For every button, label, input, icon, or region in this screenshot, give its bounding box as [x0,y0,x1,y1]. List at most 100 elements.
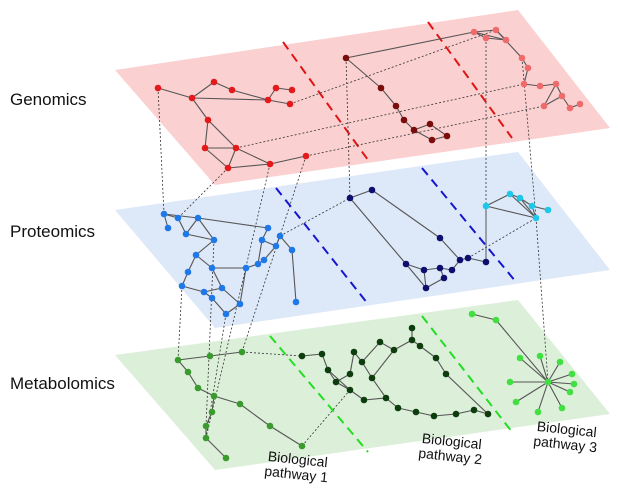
metabolomics-node-m7 [208,408,216,416]
pathway-divider-1 [282,41,369,161]
metabolomics-node-m26 [432,354,440,362]
inter-layer-links [157,29,549,447]
edge-65 [221,287,241,305]
metabolomics-label: Metabolomics [10,374,115,393]
dotted-link-8 [301,389,351,447]
genomics-node-g19 [410,126,418,134]
metabolomics-node-m22 [390,346,398,354]
edge-1 [157,87,193,99]
proteomics-node-p8 [208,264,216,272]
genomics-node-g7 [288,86,296,94]
proteomics-node-p34 [482,258,490,266]
metabolomics-node-m9 [202,434,210,442]
pathway-divider-6 [421,315,513,433]
edge-105 [209,351,243,357]
metabolomics-node-m12 [266,422,274,430]
metabolomics-node-m29 [382,394,390,402]
edge-9 [204,119,209,149]
metabolomics-node-m5 [194,384,202,392]
edge-7 [267,99,291,105]
genomics-node-g9 [204,116,212,124]
genomics-node-g25 [502,36,510,44]
proteomics-node-p10 [178,282,186,290]
edge-2 [191,81,215,99]
metabolomics-node-m49 [506,378,514,386]
genomics-node-g13 [266,160,274,168]
genomics-node-g2 [188,94,196,102]
genomics-node-g14 [302,152,310,160]
edge-103 [269,425,303,447]
dotted-link-6 [467,217,537,259]
metabolomics-node-m18 [346,370,354,378]
proteomics-node-p26 [368,186,376,194]
genomics-node-g5 [264,96,272,104]
dotted-link-2 [305,105,545,157]
edge-139 [547,381,571,393]
metabolomics-node-m28 [368,374,376,382]
dotted-link-3 [235,83,525,149]
edge-100 [205,437,227,459]
metabolomics-node-m30 [394,404,402,412]
edge-73 [349,197,407,265]
proteomics-node-p37 [506,190,514,198]
edge-46 [185,217,199,235]
proteomics-node-p17 [276,232,284,240]
edge-75 [439,237,461,261]
proteomics-node-p29 [420,266,428,274]
edge-127 [445,373,489,415]
genomics-node-g1 [154,84,162,92]
dotted-link-18 [205,239,215,427]
genomics-node-g6 [272,84,280,92]
genomics-node-g10 [201,144,209,152]
proteomics-node-p16 [272,242,280,250]
metabolomics-node-m35 [484,410,492,418]
edge-40 [543,95,563,107]
genomics-node-g23 [470,28,478,36]
edge-58 [257,239,263,265]
genomics-label: Genomics [10,90,87,109]
edge-43 [163,213,199,219]
edge-10 [207,119,237,149]
genomics-node-g20 [426,120,434,128]
metabolomics-node-m25 [416,342,424,350]
dotted-link-16 [177,285,183,361]
genomics-node-g31 [552,80,560,88]
metabolomics-node-m36 [346,386,354,394]
dotted-link-9 [157,87,165,215]
edge-110 [349,351,355,375]
metabolomics-node-m43 [556,358,564,366]
edge-124 [433,413,457,417]
edge-55 [211,267,223,289]
pathway-divider-4 [421,167,517,283]
metabolomics-node-m3 [206,352,214,360]
proteomics-node-p33 [464,254,472,262]
edge-47 [197,217,215,241]
edge-85 [405,263,427,289]
edge-8 [191,97,209,121]
metabolomics-node-m4 [238,348,246,356]
dotted-link-4 [279,197,351,237]
edge-26 [345,31,475,59]
genomics-node-g12 [224,164,232,172]
edge-101 [213,395,241,405]
edge-119 [371,349,395,379]
edge-49 [195,239,215,256]
proteomics-node-p14 [254,260,262,268]
genomics-node-g24 [492,26,500,34]
proteomics-node-p2 [174,214,182,222]
proteomics-node-p40 [528,202,536,210]
edge-62 [291,249,297,303]
edge-14 [227,163,271,169]
edge-67 [211,297,227,315]
genomics-node-g17 [392,102,400,110]
proteomics-node-p3 [194,214,202,222]
edge-17 [231,89,269,101]
genomics-node-g34 [576,100,584,108]
proteomics-node-p11 [200,288,208,296]
proteomics-node-p13 [242,264,250,272]
genomics-node-g3 [210,78,218,86]
network-nodes [154,26,584,462]
proteomics-node-p42 [532,214,540,222]
edge-134 [495,319,549,383]
